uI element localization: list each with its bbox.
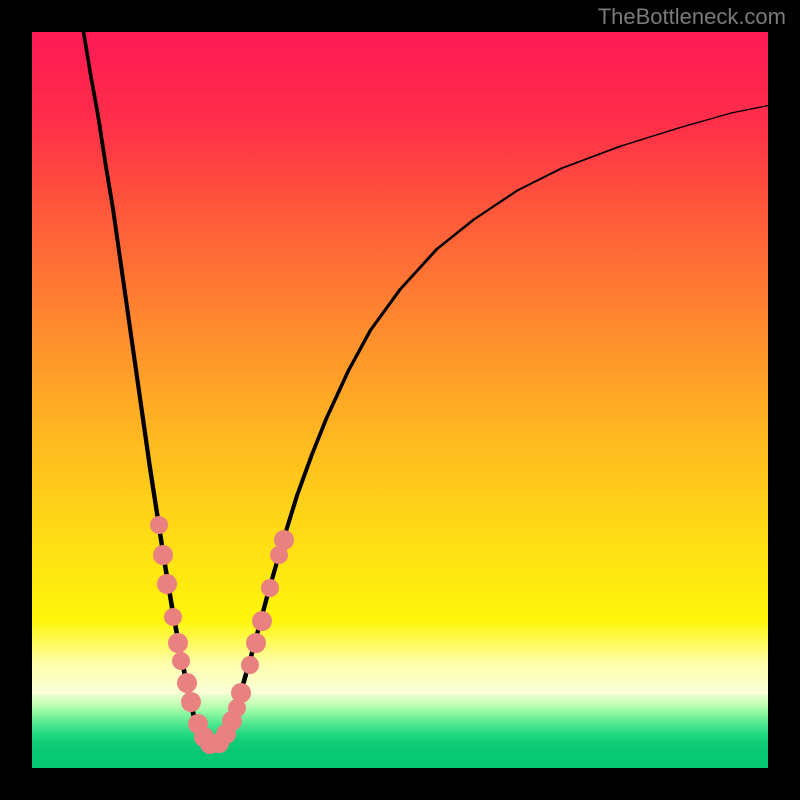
scatter-point [231,683,251,703]
scatter-point [168,633,188,653]
scatter-point [172,652,190,670]
scatter-point [153,545,173,565]
scatter-markers [32,32,768,768]
chart-frame: TheBottleneck.com [0,0,800,800]
scatter-point [157,574,177,594]
plot-area [32,32,768,768]
scatter-point [252,611,272,631]
scatter-point [181,692,201,712]
scatter-point [274,530,294,550]
scatter-point [177,673,197,693]
scatter-point [246,633,266,653]
watermark-text: TheBottleneck.com [598,4,786,30]
scatter-point [150,516,168,534]
scatter-point [261,579,279,597]
scatter-point [164,608,182,626]
scatter-point [241,656,259,674]
